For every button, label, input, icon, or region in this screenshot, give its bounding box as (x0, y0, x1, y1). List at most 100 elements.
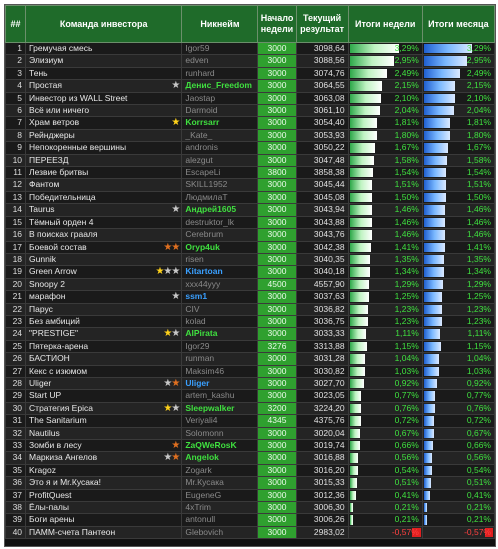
table-row[interactable]: 7 Храм ветров ★ Korrsarr 3000 3054,40 1,81% 1,8… (4, 116, 496, 130)
table-row[interactable]: 24 "PRESTIGE" ★★ AlPirata 3000 3033,33 1,11% 1,… (4, 327, 496, 341)
table-row[interactable]: 23 Без амбиций kolad 3000 3036,75 1,23% 1,23% (4, 314, 496, 329)
table-row[interactable]: 11 Лезвие бритвы EscapeLi 3800 3858,38 1,54% 1… (4, 166, 496, 180)
table-row[interactable]: 22 Парус CIV 3000 3036,82 1,23% 1,23% (4, 302, 496, 316)
nickname-cell[interactable]: Igor59 (181, 41, 259, 56)
table-row[interactable]: 10 ПЕРЕЕЗД alezgut 3000 3047,48 1,58% 1,58% (4, 153, 496, 168)
nickname-cell[interactable]: risen (181, 252, 259, 267)
table-row[interactable]: 17 Боевой состав ★★ Oryp4uk 3000 3042,38 1,41%… (4, 240, 496, 254)
start-cell: 3000 (257, 265, 297, 279)
team-cell: Стратегия Epica ★★ (25, 401, 183, 416)
week-value: 2,15% (394, 80, 419, 91)
table-row[interactable]: 9 Непокоренные вершины andronis 3000 3050,22… (4, 141, 496, 155)
table-row[interactable]: 4 Простая ★ Денис_Freedom 3000 3064,55 2,15% 2,… (4, 79, 496, 93)
header-week[interactable]: Итоги недели (347, 5, 423, 43)
table-row[interactable]: 16 В поисках грааля Cerebrum 3000 3043,76 1,4… (4, 228, 496, 242)
nickname-cell[interactable]: SKILL1952 (181, 178, 259, 192)
nickname-cell[interactable]: ZaQWeRosK (181, 438, 259, 453)
table-row[interactable]: 5 Инвестор из WALL Street Jaostap 3000 3063,… (4, 91, 496, 106)
table-row[interactable]: 32 Nautilus Solomonn 3000 3020,04 0,67% 0,67% (4, 426, 496, 441)
team-name: Элизиум (29, 55, 64, 66)
table-row[interactable]: 40 ПАММ-счета Пантеон Glebovich 3000 2983,02… (4, 525, 496, 540)
nickname-cell[interactable]: 4xTrim (181, 501, 259, 515)
start-cell: 3000 (257, 190, 297, 205)
nickname-cell[interactable]: Sleepwalker (181, 401, 259, 416)
week-bar (349, 230, 372, 240)
month-value: 1,35% (466, 253, 491, 264)
nickname-cell[interactable]: AlPirata (181, 327, 259, 341)
table-row[interactable]: 33 Зомби в лесу ★ ZaQWeRosK 3000 3019,74 0,66%… (4, 438, 496, 453)
nickname-cell[interactable]: Darmoid (181, 104, 259, 118)
nickname-cell[interactable]: xxx44yyy (181, 277, 259, 292)
nickname-cell[interactable]: Jaostap (181, 91, 259, 106)
table-row[interactable]: 26 БАСТИОН runman 3000 3031,28 1,04% 1,04% (4, 352, 496, 366)
table-row[interactable]: 2 Элизиум edven 3000 3088,56 2,95% 2,95% (4, 54, 496, 68)
nickname-cell[interactable]: edven (181, 54, 259, 68)
header-start[interactable]: Начало недели (257, 5, 297, 43)
nickname-cell[interactable]: ssm1 (181, 290, 259, 304)
nickname-cell[interactable]: CIV (181, 302, 259, 316)
table-row[interactable]: 19 Green Arrow ★★★ Kitartoan 3000 3040,18 1,34… (4, 265, 496, 279)
nickname-cell[interactable]: Igor29 (181, 339, 259, 354)
table-row[interactable]: 34 Маркиза Ангелов ★★ Angelok 3000 3016,88 0,5… (4, 451, 496, 465)
nickname-cell[interactable]: runhard (181, 66, 259, 81)
nickname-cell[interactable]: alezgut (181, 153, 259, 168)
table-row[interactable]: 6 Всё или ничего Darmoid 3000 3061,10 2,04% 2,… (4, 104, 496, 118)
table-row[interactable]: 18 Gunnik risen 3000 3040,35 1,35% 1,35% (4, 252, 496, 267)
header-hash[interactable]: ## (4, 5, 27, 43)
table-row[interactable]: 27 Кекс с изюмом Maksim46 3000 3030,82 1,03% 1… (4, 364, 496, 378)
nickname-cell[interactable]: Maksim46 (181, 364, 259, 378)
nickname-cell[interactable]: artem_kashu (181, 389, 259, 403)
nickname-cell[interactable]: Oryp4uk (181, 240, 259, 254)
nickname-cell[interactable]: Korrsarr (181, 116, 259, 130)
week-bar (349, 503, 353, 513)
nickname-cell[interactable]: _Kate_ (181, 128, 259, 143)
header-current[interactable]: Текущий результат (295, 5, 349, 43)
nickname-cell[interactable]: destruktor_lk (181, 215, 259, 230)
nickname-cell[interactable]: Андрей1605 (181, 203, 259, 217)
table-row[interactable]: 8 Рейнджеры _Kate_ 3000 3053,93 1,80% 1,80% (4, 128, 496, 143)
nickname-cell[interactable]: Angelok (181, 451, 259, 465)
nickname-cell[interactable]: Uliger (181, 376, 259, 391)
table-row[interactable]: 15 Тёмный орден 4 destruktor_lk 3000 3043,88… (4, 215, 496, 230)
nickname-cell[interactable]: Cerebrum (181, 228, 259, 242)
table-row[interactable]: 25 Пятерка-арена Igor29 3276 3313,88 1,15% 1,1… (4, 339, 496, 354)
nickname-cell[interactable]: ЛюдмилаТ (181, 190, 259, 205)
nickname-cell[interactable]: Zogark (181, 463, 259, 478)
week-result-cell: 1,25% (347, 290, 423, 304)
table-row[interactable]: 12 Фантом SKILL1952 3000 3045,44 1,51% 1,51% (4, 178, 496, 192)
nickname-cell[interactable]: Veriyali4 (181, 414, 259, 428)
nickname-cell[interactable]: kolad (181, 314, 259, 329)
nickname-cell[interactable]: EugeneG (181, 488, 259, 503)
current-result-cell: 3012,36 (295, 488, 349, 503)
table-row[interactable]: 20 Snoopy 2 xxx44yyy 4500 4557,90 1,29% 1,29% (4, 277, 496, 292)
table-row[interactable]: 39 Боги арены antonull 3000 3006,26 0,21% 0,21… (4, 513, 496, 527)
week-bar (349, 44, 400, 54)
table-row[interactable]: 35 Kragoz Zogark 3000 3016,20 0,54% 0,54% (4, 463, 496, 478)
table-row[interactable]: 38 Ёлы-палы 4xTrim 3000 3006,30 0,21% 0,21% (4, 501, 496, 515)
nickname-cell[interactable]: Kitartoan (181, 265, 259, 279)
nickname-cell[interactable]: andronis (181, 141, 259, 155)
nickname-cell[interactable]: antonull (181, 513, 259, 527)
table-row[interactable]: 28 Uliger ★★ Uliger 3000 3027,70 0,92% 0,92% (4, 376, 496, 391)
nickname-cell[interactable]: Денис_Freedom (181, 79, 259, 93)
table-row[interactable]: 14 Taurus ★ Андрей1605 3000 3043,94 1,46% 1,46% (4, 203, 496, 217)
header-month[interactable]: Итоги месяца (421, 5, 496, 43)
nickname-cell[interactable]: Glebovich (181, 525, 259, 540)
week-value: 1,23% (394, 315, 419, 326)
nickname-cell[interactable]: runman (181, 352, 259, 366)
nickname-cell[interactable]: Solomonn (181, 426, 259, 441)
table-row[interactable]: 30 Стратегия Epica ★★ Sleepwalker 3200 3224,2… (4, 401, 496, 416)
nickname-cell[interactable]: EscapeLi (181, 166, 259, 180)
header-team[interactable]: Команда инвестора (25, 5, 183, 43)
table-row[interactable]: 29 Start UP artem_kashu 3000 3023,05 0,77% 0,7… (4, 389, 496, 403)
week-result-cell: 1,58% (347, 153, 423, 168)
table-row[interactable]: 13 Победительница ЛюдмилаТ 3000 3045,08 1,50%… (4, 190, 496, 205)
table-row[interactable]: 37 ProfitQuest EugeneG 3000 3012,36 0,41% 0,41… (4, 488, 496, 503)
header-nick[interactable]: Никнейм (181, 5, 259, 43)
table-row[interactable]: 21 марафон ★ ssm1 3000 3037,63 1,25% 1,25% (4, 290, 496, 304)
table-row[interactable]: 36 Это я и Mr.Кусака! Mr.Кусака 3000 3015,33… (4, 476, 496, 490)
nickname-cell[interactable]: Mr.Кусака (181, 476, 259, 490)
table-row[interactable]: 3 Тень runhard 3000 3074,76 2,49% 2,49% (4, 66, 496, 81)
table-row[interactable]: 31 The Sanitarium Veriyali4 4345 4375,76 0,72… (4, 414, 496, 428)
table-row[interactable]: 1 Гремучая смесь Igor59 3000 3098,64 3,29% 3,2… (4, 41, 496, 56)
